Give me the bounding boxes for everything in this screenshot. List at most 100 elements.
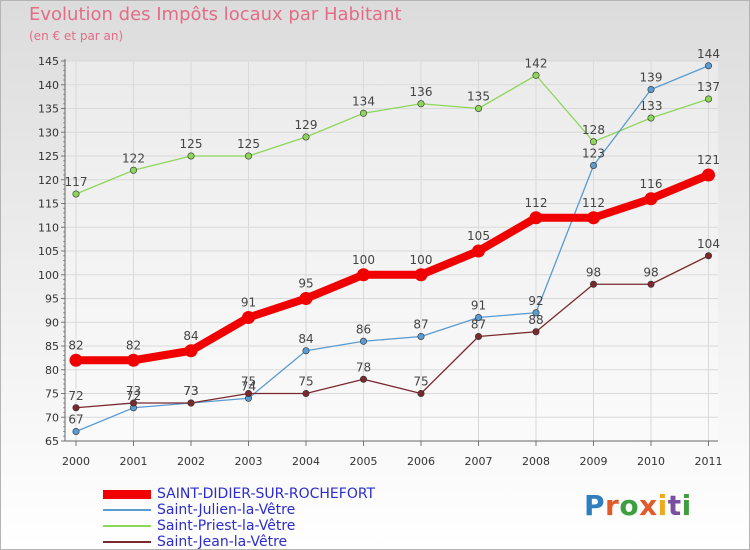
chart-title: Evolution des Impôts locaux par Habitant: [29, 4, 402, 25]
series-line-saint-didier-sur-rochefort: [72, 171, 713, 365]
data-label-saint-didier-sur-rochefort: 95: [298, 277, 313, 291]
data-point-saint-priest-la-vetre: [647, 114, 655, 122]
x-tick-label: 2006: [407, 455, 435, 468]
data-label-saint-priest-la-vetre: 135: [467, 90, 490, 104]
y-tick-label: 70: [45, 411, 59, 424]
data-point-saint-julien-la-vetre: [589, 162, 597, 170]
x-tick-label: 2004: [292, 455, 320, 468]
data-point-saint-julien-la-vetre: [532, 309, 540, 317]
data-label-saint-didier-sur-rochefort: 91: [241, 296, 256, 310]
data-point-saint-julien-la-vetre: [359, 337, 367, 345]
data-label-saint-julien-la-vetre: 91: [471, 299, 486, 313]
data-label-saint-jean-la-vetre: 98: [643, 265, 658, 279]
proxiti-logo: Proxiti: [584, 489, 692, 522]
data-point-saint-jean-la-vetre: [245, 389, 253, 397]
data-label-saint-julien-la-vetre: 67: [68, 413, 83, 427]
logo-letter: P: [584, 489, 606, 522]
data-point-saint-jean-la-vetre: [187, 399, 195, 407]
data-label-saint-priest-la-vetre: 125: [180, 137, 203, 151]
legend-label-saint-didier-sur-rochefort: SAINT-DIDIER-SUR-ROCHEFORT: [157, 486, 376, 502]
legend-label-saint-julien-la-vetre: Saint-Julien-la-Vêtre: [157, 502, 296, 518]
data-point-saint-priest-la-vetre: [589, 138, 597, 146]
data-label-saint-didier-sur-rochefort: 100: [410, 253, 433, 267]
data-label-saint-didier-sur-rochefort: 82: [126, 338, 141, 352]
x-tick-label: 2008: [522, 455, 550, 468]
chart-subtitle: (en € et par an): [29, 29, 124, 43]
data-point-saint-didier-sur-rochefort: [242, 311, 255, 324]
data-label-saint-didier-sur-rochefort: 105: [467, 229, 490, 243]
y-tick-label: 65: [45, 435, 59, 448]
data-label-saint-jean-la-vetre: 72: [68, 389, 83, 403]
data-point-saint-didier-sur-rochefort: [587, 211, 600, 225]
data-label-saint-julien-la-vetre: 92: [528, 294, 543, 308]
data-label-saint-didier-sur-rochefort: 112: [582, 196, 605, 210]
data-label-saint-julien-la-vetre: 139: [640, 71, 663, 85]
logo-letter: i: [681, 489, 692, 522]
data-label-saint-didier-sur-rochefort: 121: [697, 153, 720, 167]
data-label-saint-julien-la-vetre: 84: [298, 332, 313, 346]
data-label-saint-priest-la-vetre: 133: [640, 99, 663, 113]
x-tick-label: 2001: [120, 455, 148, 468]
y-tick-label: 135: [38, 103, 59, 116]
y-tick-label: 120: [38, 174, 59, 187]
data-label-saint-jean-la-vetre: 104: [697, 237, 720, 251]
data-point-saint-jean-la-vetre: [589, 280, 597, 288]
data-point-saint-jean-la-vetre: [647, 280, 655, 288]
data-point-saint-julien-la-vetre: [647, 86, 655, 94]
data-point-saint-didier-sur-rochefort: [702, 168, 715, 182]
data-label-saint-jean-la-vetre: 73: [126, 384, 141, 398]
data-point-saint-didier-sur-rochefort: [184, 344, 198, 358]
data-point-saint-didier-sur-rochefort: [472, 244, 485, 258]
data-label-saint-priest-la-vetre: 134: [352, 94, 375, 108]
data-label-saint-julien-la-vetre: 87: [413, 318, 428, 332]
x-tick-label: 2009: [580, 455, 608, 468]
data-label-saint-julien-la-vetre: 72: [126, 389, 141, 403]
data-point-saint-jean-la-vetre: [72, 404, 80, 412]
data-point-saint-priest-la-vetre: [704, 95, 712, 103]
data-label-saint-priest-la-vetre: 125: [237, 137, 260, 151]
series-line-saint-jean-la-vetre: [75, 255, 710, 409]
data-point-saint-julien-la-vetre: [417, 332, 425, 340]
data-label-saint-priest-la-vetre: 128: [582, 123, 605, 137]
data-label-saint-julien-la-vetre: 74: [241, 379, 256, 393]
x-tick-label: 2010: [637, 455, 665, 468]
data-point-saint-priest-la-vetre: [130, 166, 138, 174]
y-tick-label: 145: [38, 55, 59, 68]
data-label-saint-priest-la-vetre: 129: [295, 118, 318, 132]
legend-swatch-saint-julien-la-vetre: [103, 502, 151, 518]
y-tick-label: 90: [45, 316, 59, 329]
data-label-saint-priest-la-vetre: 117: [65, 175, 88, 189]
data-point-saint-didier-sur-rochefort: [299, 292, 313, 305]
data-point-saint-didier-sur-rochefort: [357, 268, 370, 282]
legend-label-saint-jean-la-vetre: Saint-Jean-la-Vêtre: [157, 534, 288, 550]
logo-letter: x: [639, 489, 658, 522]
data-point-saint-julien-la-vetre: [72, 427, 80, 435]
data-label-saint-priest-la-vetre: 136: [410, 85, 433, 99]
data-label-saint-jean-la-vetre: 78: [356, 360, 371, 374]
data-point-saint-didier-sur-rochefort: [529, 211, 543, 225]
data-label-saint-didier-sur-rochefort: 100: [352, 253, 375, 267]
data-label-saint-didier-sur-rochefort: 112: [525, 196, 548, 210]
y-tick-label: 140: [38, 79, 59, 92]
data-label-saint-julien-la-vetre: 73: [183, 384, 198, 398]
logo-letter: o: [619, 489, 640, 522]
data-point-saint-priest-la-vetre: [302, 133, 310, 141]
data-point-saint-didier-sur-rochefort: [127, 353, 140, 367]
data-point-saint-jean-la-vetre: [417, 389, 425, 397]
y-tick-label: 110: [38, 221, 59, 234]
data-label-saint-julien-la-vetre: 86: [356, 322, 371, 336]
data-point-saint-priest-la-vetre: [245, 152, 253, 160]
y-tick-label: 95: [45, 293, 59, 306]
data-label-saint-priest-la-vetre: 122: [122, 151, 145, 165]
y-tick-label: 100: [38, 269, 59, 282]
y-tick-label: 75: [45, 388, 59, 401]
data-point-saint-priest-la-vetre: [72, 190, 80, 198]
data-point-saint-didier-sur-rochefort: [69, 353, 83, 367]
x-tick-label: 2002: [177, 455, 205, 468]
y-tick-label: 80: [45, 364, 59, 377]
data-point-saint-priest-la-vetre: [187, 152, 195, 160]
data-label-saint-didier-sur-rochefort: 116: [640, 177, 663, 191]
x-tick-label: 2005: [350, 455, 378, 468]
